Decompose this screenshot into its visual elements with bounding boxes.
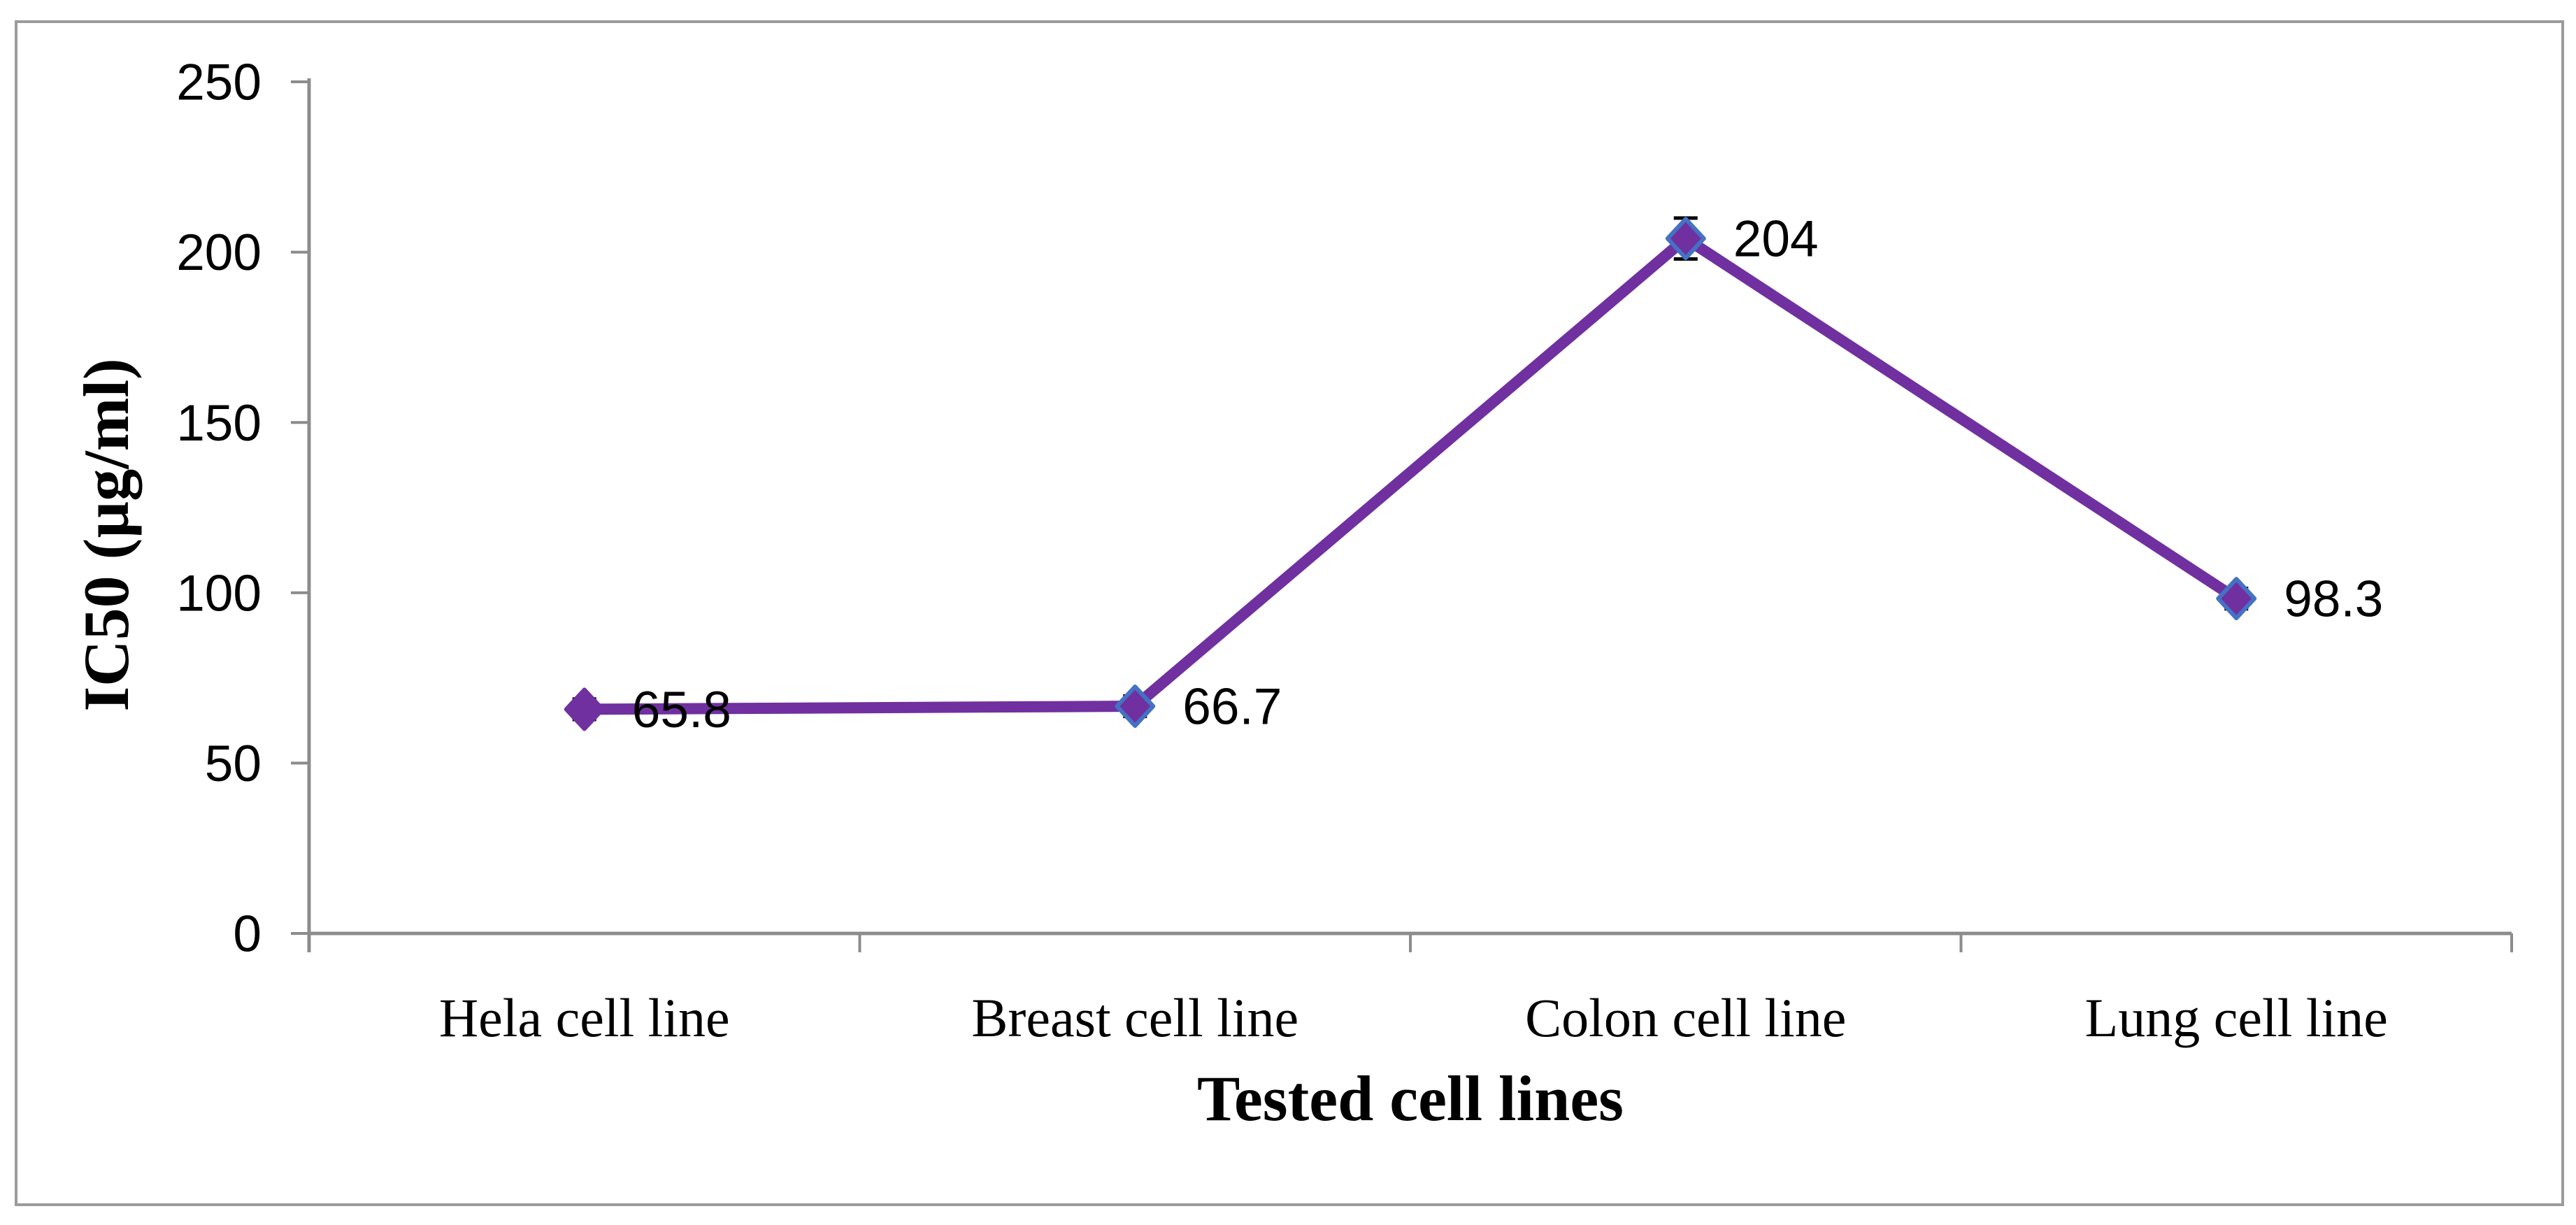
y-tick-label: 200 xyxy=(176,224,262,281)
y-tick-label: 250 xyxy=(176,55,262,111)
data-point-marker xyxy=(1115,685,1156,729)
data-point-label: 66.7 xyxy=(1182,679,1282,736)
data-point-marker xyxy=(1665,217,1706,261)
data-point-label: 98.3 xyxy=(2284,571,2383,628)
data-point-label: 65.8 xyxy=(632,682,731,738)
chart-generated-content: 0 50 100 150 200 250 Hela cell line Breast cell… xyxy=(176,55,2513,1048)
x-category-label: Hela cell line xyxy=(439,987,730,1048)
y-tick-label: 0 xyxy=(233,906,262,963)
y-axis-title: IC50 (µg/ml) xyxy=(71,358,142,711)
y-tick-label: 100 xyxy=(176,565,262,622)
x-category-label: Lung cell line xyxy=(2085,987,2388,1048)
chart-frame-border xyxy=(15,20,2564,1206)
data-point-label: 204 xyxy=(1733,211,1819,268)
x-category-label: Colon cell line xyxy=(1525,987,1846,1048)
series-line xyxy=(584,231,2240,715)
y-tick-label: 150 xyxy=(176,395,262,452)
y-tick-label: 50 xyxy=(205,736,262,792)
x-axis-title: Tested cell lines xyxy=(1197,1063,1624,1134)
data-point-marker xyxy=(564,687,605,731)
data-point-marker xyxy=(2216,577,2257,621)
x-category-label: Breast cell line xyxy=(971,987,1298,1048)
